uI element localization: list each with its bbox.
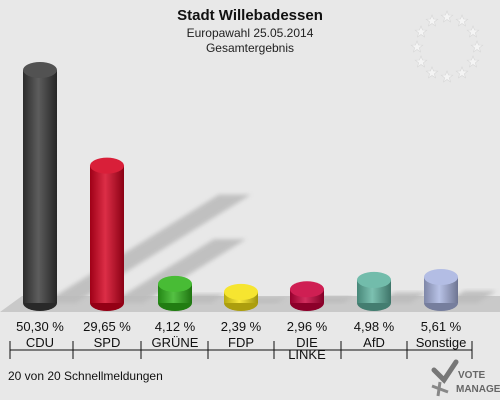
category-label-cdu: CDU — [26, 335, 54, 350]
category-labels: CDU SPD GRÜNE FDP DIE LINKE AfD Sonstige — [26, 335, 466, 362]
star-icon — [470, 40, 484, 53]
star-icon — [466, 55, 480, 68]
category-label-afd: AfD — [363, 335, 385, 350]
value-label-spd: 29,65 % — [83, 319, 131, 334]
bar-shadow-spd — [111, 239, 247, 303]
star-icon — [440, 70, 454, 83]
chart-title: Stadt Willebadessen — [177, 7, 323, 24]
bars — [23, 62, 458, 311]
value-label-gr-ne: 4,12 % — [155, 319, 196, 334]
check-cross-icon — [431, 359, 459, 397]
value-label-die-linke: 2,96 % — [287, 319, 328, 334]
star-icon — [425, 14, 439, 27]
category-axis — [9, 341, 473, 359]
bar-cdu — [23, 62, 57, 311]
bar-spd — [90, 157, 124, 311]
value-labels: 50,30 % 29,65 % 4,12 % 2,39 % 2,96 % 4,98 % 5,… — [16, 319, 462, 334]
star-icon — [414, 25, 428, 38]
category-label-gr-ne: GRÜNE — [152, 335, 199, 350]
star-icon — [466, 25, 480, 38]
star-icon — [414, 55, 428, 68]
star-icon — [410, 40, 424, 53]
category-label-spd: SPD — [94, 335, 121, 350]
eu-stars-icon — [410, 10, 484, 83]
bar-fdp — [224, 283, 258, 311]
chart-subtitle-election: Europawahl 25.05.2014 — [187, 26, 314, 40]
star-icon — [425, 66, 439, 79]
star-icon — [455, 66, 469, 79]
category-label-die-linke: DIE LINKE — [288, 335, 326, 362]
bar-sonstige — [424, 269, 458, 311]
chart-subtitle-result: Gesamtergebnis — [206, 41, 294, 55]
bar-gr-ne — [158, 275, 192, 311]
star-icon — [440, 10, 454, 23]
value-label-afd: 4,98 % — [354, 319, 395, 334]
vote-manager-logo: VOTE MANAGER — [431, 359, 500, 397]
watermark-manager: MANAGER — [456, 384, 500, 395]
value-label-cdu: 50,30 % — [16, 319, 64, 334]
star-icon — [455, 14, 469, 27]
value-label-fdp: 2,39 % — [221, 319, 262, 334]
category-label-sonstige: Sonstige — [416, 335, 467, 350]
category-label-fdp: FDP — [228, 335, 254, 350]
watermark-vote: VOTE — [458, 370, 486, 381]
bar-die-linke — [290, 281, 324, 311]
bar-afd — [357, 271, 391, 311]
value-label-sonstige: 5,61 % — [421, 319, 462, 334]
footer-status: 20 von 20 Schnellmeldungen — [8, 369, 163, 383]
